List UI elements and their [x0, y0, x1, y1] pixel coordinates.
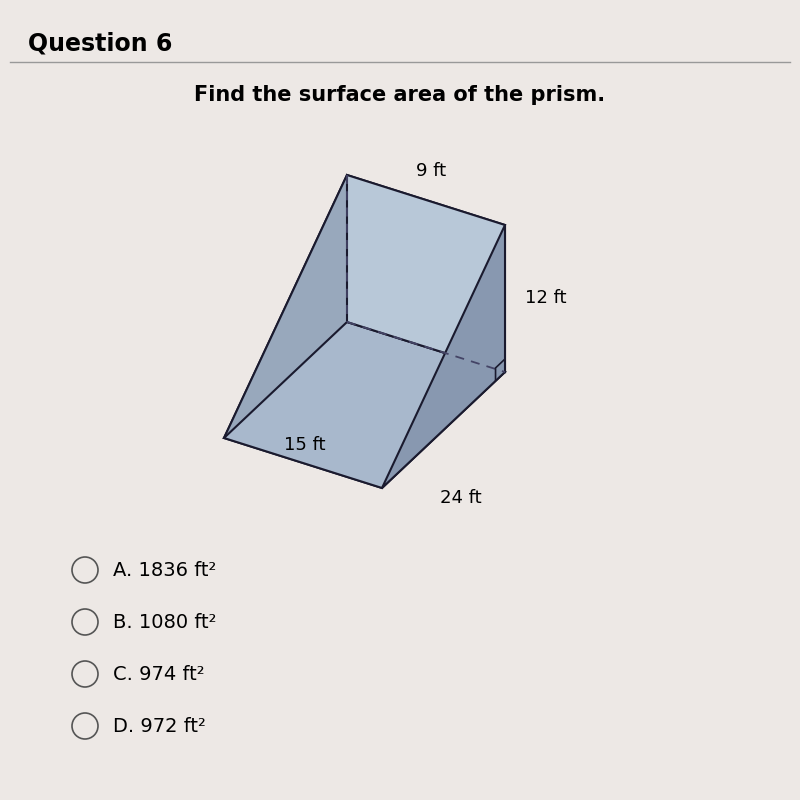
Text: C. 974 ft²: C. 974 ft²: [113, 665, 205, 683]
Polygon shape: [224, 175, 347, 438]
Text: 15 ft: 15 ft: [284, 436, 326, 454]
Polygon shape: [224, 175, 505, 488]
Text: B. 1080 ft²: B. 1080 ft²: [113, 613, 217, 631]
Polygon shape: [224, 322, 505, 488]
Text: A. 1836 ft²: A. 1836 ft²: [113, 561, 216, 579]
Text: Question 6: Question 6: [28, 32, 172, 56]
Text: D. 972 ft²: D. 972 ft²: [113, 717, 206, 735]
Text: 12 ft: 12 ft: [525, 290, 566, 307]
Text: Find the surface area of the prism.: Find the surface area of the prism.: [194, 85, 606, 105]
Text: 9 ft: 9 ft: [416, 162, 446, 180]
Polygon shape: [382, 225, 505, 488]
Polygon shape: [347, 175, 505, 372]
Text: 24 ft: 24 ft: [440, 489, 482, 507]
